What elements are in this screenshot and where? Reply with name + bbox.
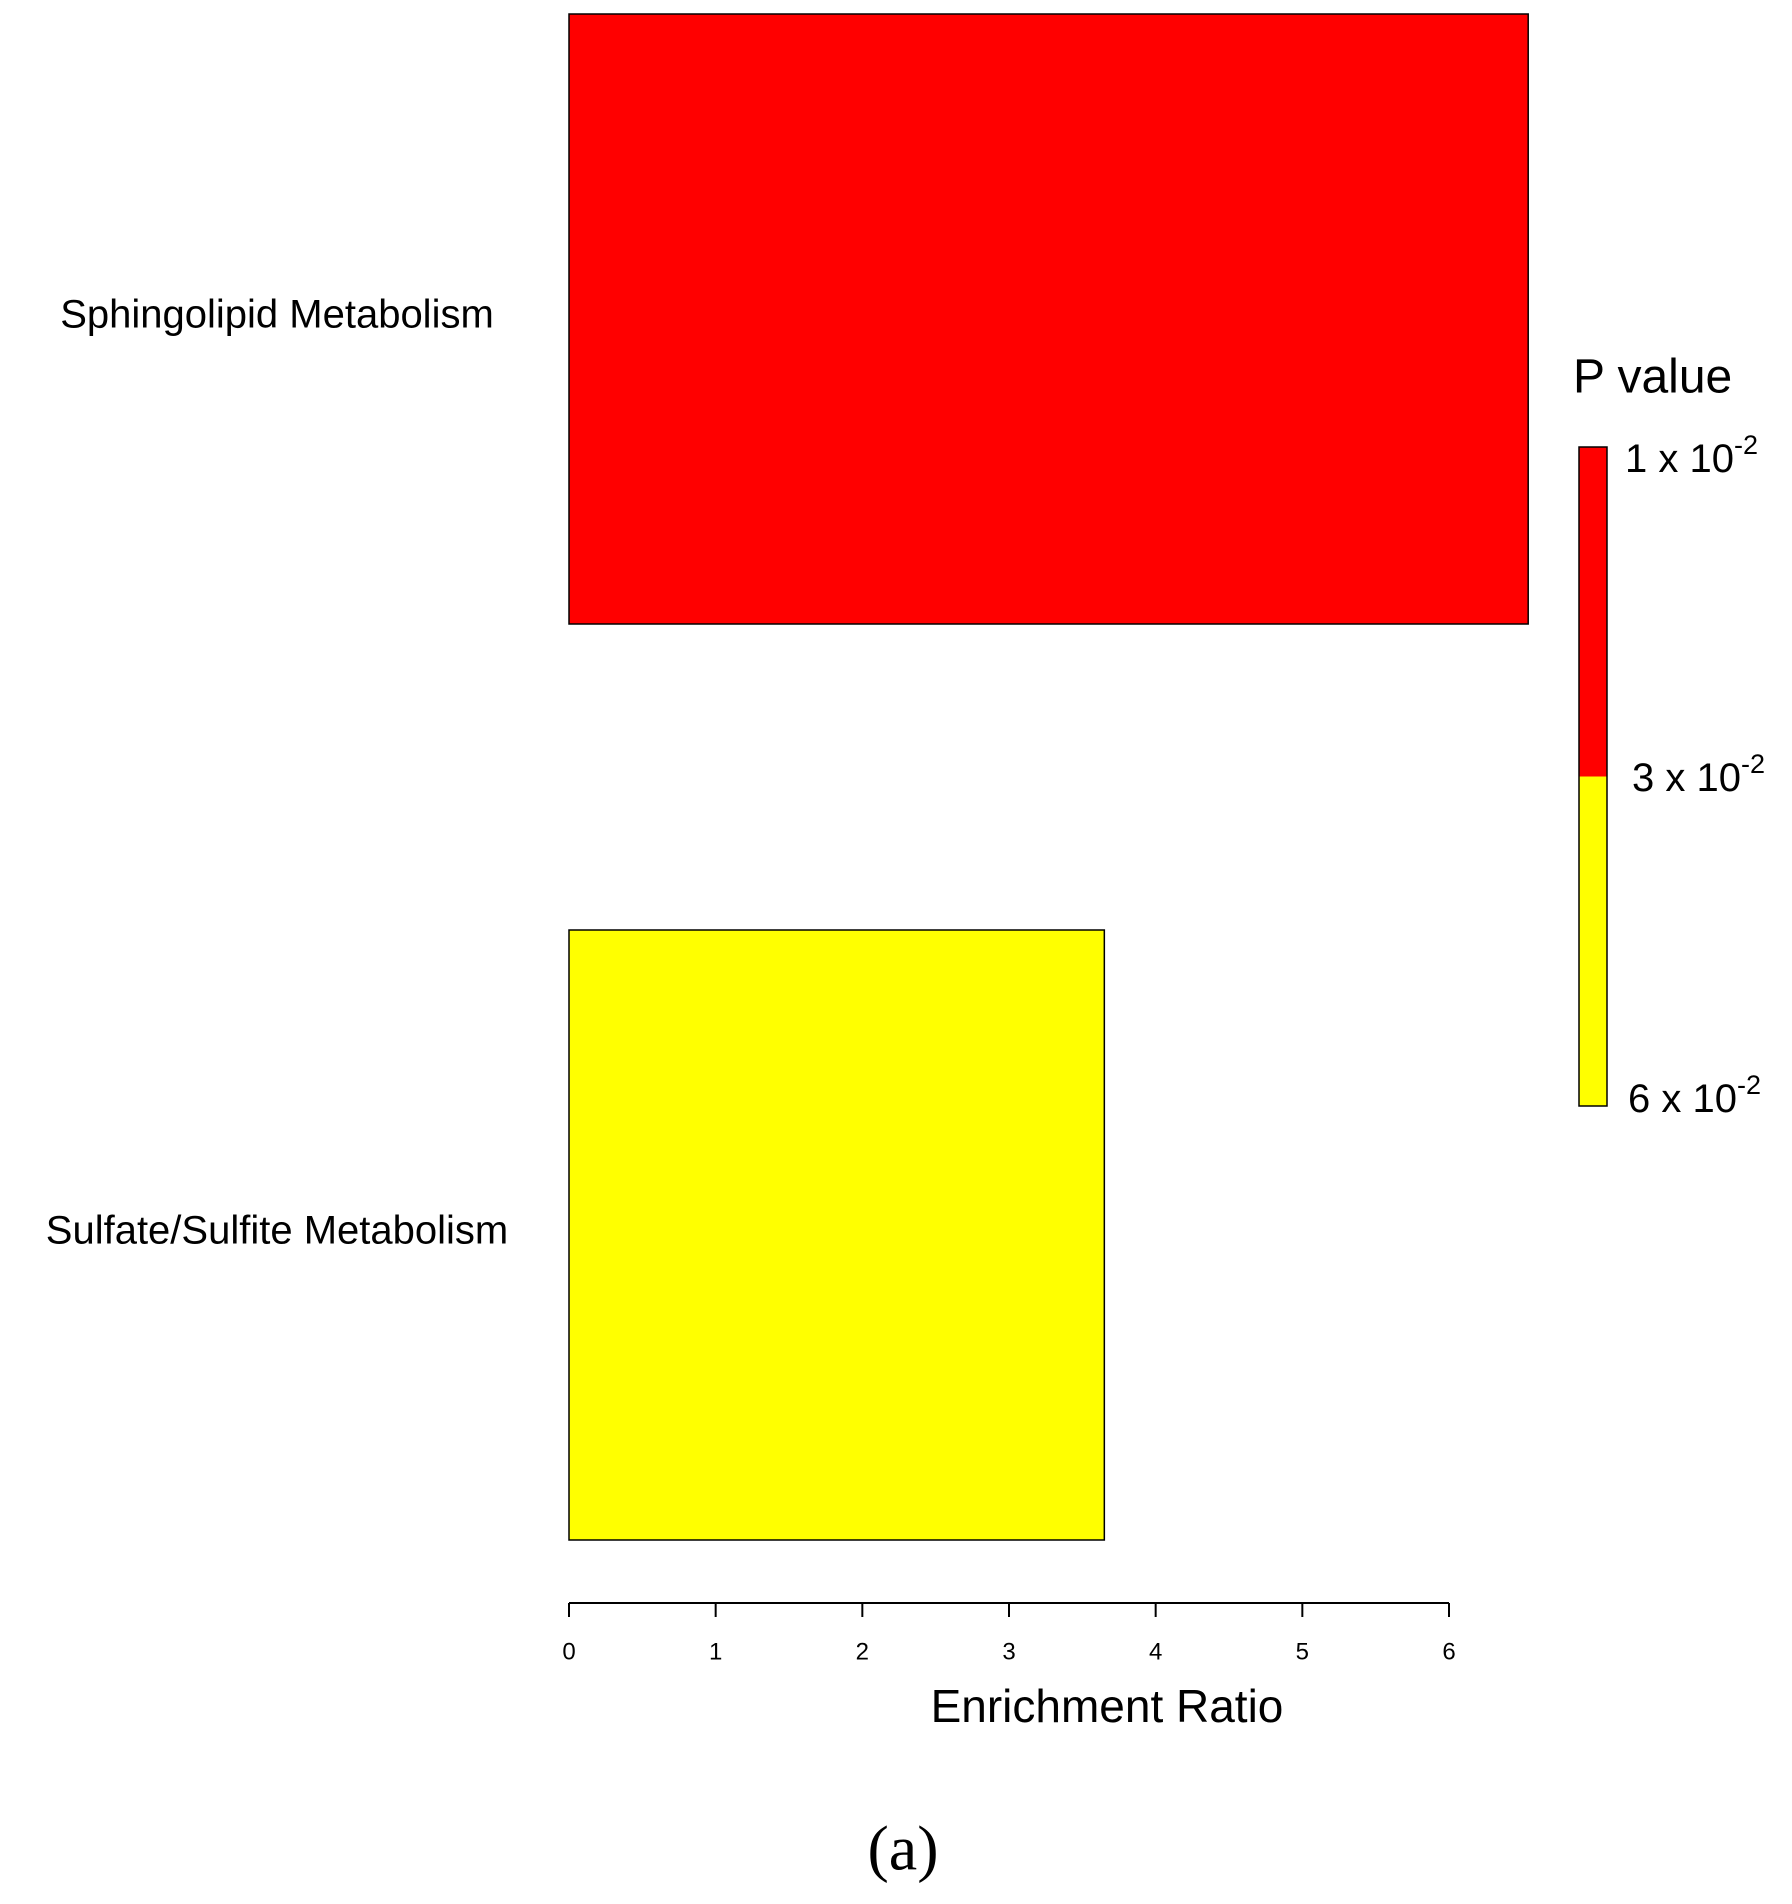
x-tick-label: 4 [1149, 1638, 1162, 1665]
x-tick-label: 5 [1296, 1638, 1309, 1665]
legend-label-exponent: -2 [1741, 749, 1765, 779]
bar [568, 13, 1529, 625]
legend-label-exponent: -2 [1734, 430, 1758, 460]
legend-frame [1578, 446, 1608, 1107]
legend-label: 6 x 10-2 [1628, 1070, 1761, 1120]
x-tick-label: 1 [709, 1638, 722, 1665]
y-tick-label: Sulfate/Sulfite Metabolism [46, 1209, 508, 1253]
legend-label-text: 3 x 10 [1632, 756, 1741, 800]
x-tick-label: 0 [562, 1638, 575, 1665]
legend-label: 1 x 10-2 [1625, 430, 1758, 480]
legend-swatch [1579, 447, 1607, 777]
legend-label-exponent: -2 [1737, 1070, 1761, 1100]
x-tick-label: 2 [856, 1638, 869, 1665]
y-tick-label: Sphingolipid Metabolism [60, 293, 494, 337]
legend-title: P value [1573, 351, 1732, 404]
legend-swatch [1579, 776, 1607, 1106]
caption: (a) [867, 1813, 938, 1884]
bar [568, 929, 1106, 1541]
x-tick-label: 6 [1442, 1638, 1455, 1665]
x-axis-title: Enrichment Ratio [931, 1680, 1284, 1732]
x-tick-label: 3 [1002, 1638, 1015, 1665]
legend-label: 3 x 10-2 [1632, 749, 1765, 799]
legend-label-text: 1 x 10 [1625, 437, 1734, 481]
legend-label-text: 6 x 10 [1628, 1077, 1737, 1121]
